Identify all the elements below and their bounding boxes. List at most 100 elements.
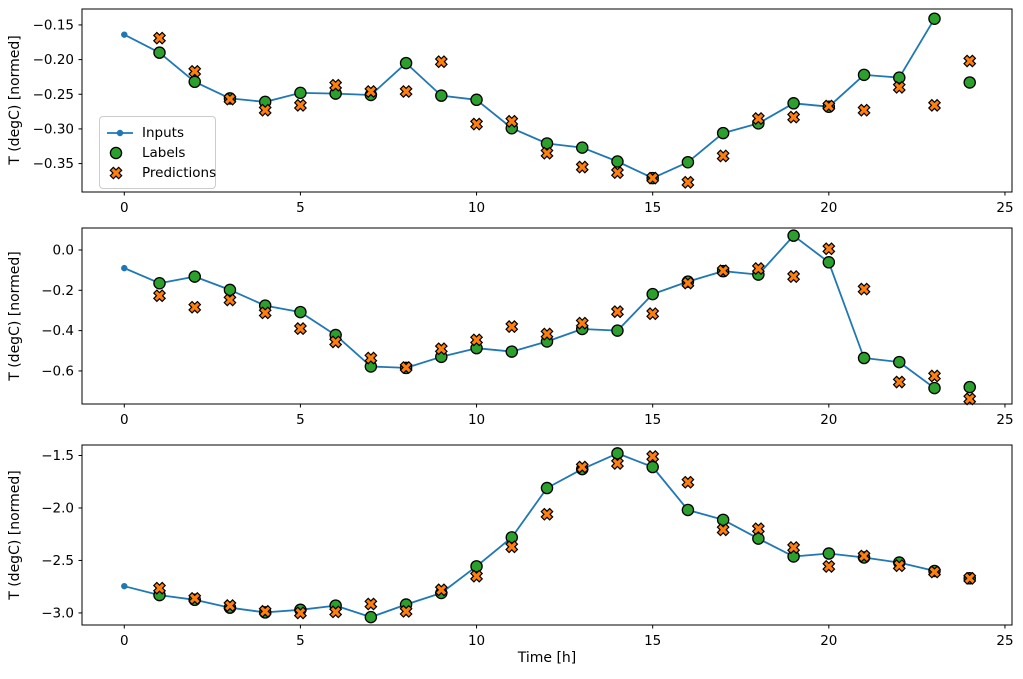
predictions-point — [470, 117, 484, 131]
predictions-point — [223, 599, 237, 613]
y-tick-label: −0.25 — [33, 87, 74, 103]
labels-point — [153, 46, 166, 59]
y-tick-label: −0.2 — [41, 283, 74, 299]
legend-item-inputs: Inputs — [105, 123, 207, 142]
y-tick-label: −1.5 — [41, 448, 74, 464]
labels-point — [928, 12, 941, 25]
labels-point — [963, 380, 976, 394]
legend-label-predictions: Predictions — [142, 164, 217, 181]
predictions-point — [505, 114, 519, 128]
predictions-point — [892, 559, 906, 573]
x-tick-label: 5 — [296, 633, 305, 649]
labels-point — [681, 503, 695, 517]
labels-point — [893, 355, 906, 369]
predictions-point — [751, 261, 765, 276]
y-tick-label: −0.20 — [33, 52, 74, 68]
predictions-point — [364, 597, 378, 611]
predictions-point — [540, 327, 554, 341]
labels-point — [575, 141, 589, 154]
predictions-point — [787, 270, 801, 284]
x-tick-label: 0 — [120, 633, 129, 649]
predictions-point — [223, 92, 237, 106]
predictions-point — [681, 276, 695, 290]
x-tick-label: 20 — [820, 633, 837, 649]
predictions-point — [857, 103, 871, 117]
y-tick-label: −0.30 — [33, 121, 74, 137]
x-tick-label: 0 — [120, 200, 129, 216]
predictions-point — [646, 450, 660, 464]
labels-point — [787, 229, 800, 242]
predictions-point — [258, 103, 272, 117]
predictions-point — [470, 333, 484, 347]
inputs-point — [121, 31, 128, 38]
predictions-point — [188, 300, 202, 314]
legend: Inputs Labels Predictions — [99, 116, 216, 189]
predictions-point — [822, 559, 836, 573]
predictions-point — [963, 54, 977, 68]
labels-point — [681, 155, 695, 169]
predictions-point — [927, 98, 942, 112]
x-marker-icon — [109, 165, 123, 180]
legend-label-labels: Labels — [142, 144, 186, 161]
labels-point — [646, 287, 659, 301]
predictions-point — [434, 55, 448, 69]
predictions-point — [399, 604, 413, 618]
x-tick-label: 20 — [820, 200, 837, 216]
predictions-point — [258, 604, 272, 618]
predictions-point — [857, 549, 871, 563]
x-tick-label: 5 — [296, 412, 305, 428]
labels-point — [540, 481, 554, 495]
predictions-point — [751, 111, 765, 126]
predictions-point — [152, 581, 167, 595]
labels-point — [294, 86, 307, 100]
x-tick-label: 25 — [996, 412, 1013, 428]
x-tick-label: 25 — [996, 200, 1013, 216]
predictions-point — [646, 307, 660, 321]
predictions-point — [857, 282, 871, 296]
predictions-point — [293, 322, 307, 336]
predictions-point — [505, 320, 519, 334]
predictions-point — [822, 242, 836, 256]
y-axis-label-subplot-2: T (degC) [normed] — [7, 251, 23, 381]
predictions-point — [927, 369, 942, 383]
line-dot-icon — [107, 129, 133, 136]
x-tick-label: 15 — [644, 200, 661, 216]
predictions-point — [716, 523, 730, 537]
labels-point — [857, 68, 871, 82]
axes-spines — [81, 227, 1013, 405]
x-tick-label: 10 — [468, 200, 485, 216]
labels-point — [188, 270, 201, 283]
predictions-point — [575, 316, 589, 330]
axes-spines — [81, 8, 1013, 193]
predictions-point — [152, 31, 167, 45]
x-tick-label: 5 — [296, 200, 305, 216]
circle-marker-icon — [109, 146, 123, 159]
predictions-point — [610, 456, 624, 471]
labels-point — [716, 513, 730, 527]
y-tick-label: −3.0 — [41, 605, 74, 621]
labels-point — [611, 155, 624, 168]
predictions-point — [329, 335, 343, 349]
y-tick-label: −0.6 — [41, 363, 74, 379]
predictions-point — [540, 507, 554, 521]
predictions-point — [716, 264, 730, 278]
predictions-point — [434, 583, 448, 597]
labels-point — [364, 610, 378, 624]
predictions-point — [681, 175, 695, 189]
labels-point — [716, 126, 730, 140]
predictions-point — [258, 306, 272, 320]
predictions-point — [329, 605, 343, 619]
x-tick-label: 0 — [120, 412, 129, 428]
predictions-point — [505, 540, 519, 554]
y-tick-label: −0.35 — [33, 156, 74, 172]
axes-spines — [81, 444, 1013, 626]
labels-point — [822, 547, 836, 560]
predictions-point — [646, 171, 660, 185]
y-tick-label: −2.0 — [41, 500, 74, 516]
predictions-point — [927, 565, 942, 579]
labels-point — [505, 345, 519, 358]
predictions-point — [575, 460, 589, 474]
x-axis-label: Time [h] — [517, 650, 577, 666]
